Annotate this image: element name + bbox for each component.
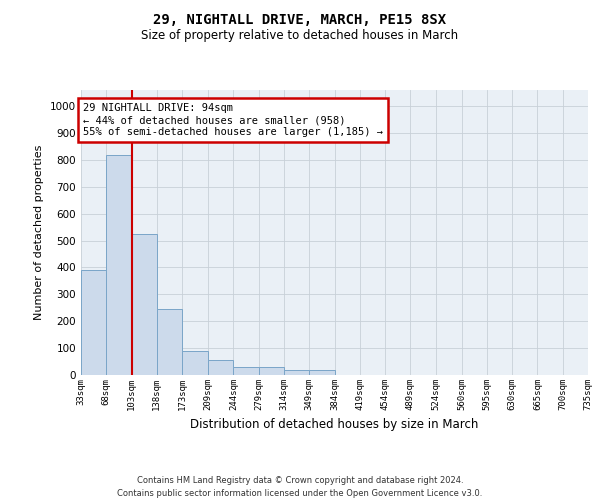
Bar <box>284 370 309 375</box>
Text: 29, NIGHTALL DRIVE, MARCH, PE15 8SX: 29, NIGHTALL DRIVE, MARCH, PE15 8SX <box>154 12 446 26</box>
Bar <box>131 234 157 375</box>
Bar <box>309 370 335 375</box>
Bar <box>233 367 259 375</box>
Text: Contains HM Land Registry data © Crown copyright and database right 2024.: Contains HM Land Registry data © Crown c… <box>137 476 463 485</box>
Text: Size of property relative to detached houses in March: Size of property relative to detached ho… <box>142 29 458 42</box>
Bar <box>106 154 131 375</box>
Bar <box>157 309 182 375</box>
Bar <box>81 270 106 375</box>
Y-axis label: Number of detached properties: Number of detached properties <box>34 145 44 320</box>
Text: Contains public sector information licensed under the Open Government Licence v3: Contains public sector information licen… <box>118 489 482 498</box>
Bar <box>259 367 284 375</box>
X-axis label: Distribution of detached houses by size in March: Distribution of detached houses by size … <box>190 418 479 432</box>
Bar <box>208 360 233 375</box>
Text: 29 NIGHTALL DRIVE: 94sqm
← 44% of detached houses are smaller (958)
55% of semi-: 29 NIGHTALL DRIVE: 94sqm ← 44% of detach… <box>83 104 383 136</box>
Bar <box>182 351 208 375</box>
